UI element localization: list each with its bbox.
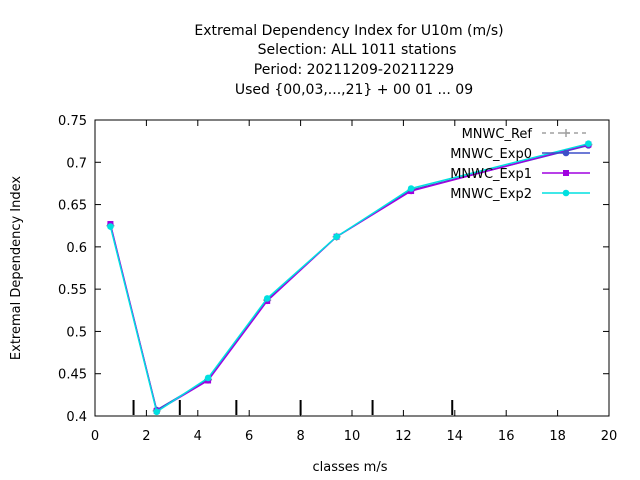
plot-area xyxy=(94,119,610,417)
x-tick-label: 12 xyxy=(395,429,412,444)
legend-marker xyxy=(562,189,570,197)
data-point xyxy=(407,185,415,192)
x-tick-label: 16 xyxy=(498,429,515,444)
series-line xyxy=(109,143,589,413)
y-tick-label: 0.65 xyxy=(58,199,87,214)
data-point xyxy=(585,140,592,147)
x-axis-label: classes m/s xyxy=(313,460,388,475)
x-tick-label: 20 xyxy=(601,429,618,444)
series-MNWC_Exp0 xyxy=(107,142,592,414)
axes: 0 2 4 6 8 10 12 14 16 18 20 0.4 0.45 0.5 0.55 0.6 0.65 0.… xyxy=(58,114,617,444)
x-tick-label: 8 xyxy=(296,429,304,444)
legend-marker xyxy=(562,129,570,137)
title-line-3: Period: 20211209-20211229 xyxy=(254,62,454,78)
series-group xyxy=(106,140,593,416)
series-line xyxy=(109,143,589,413)
y-tick-label: 0.6 xyxy=(66,241,87,256)
chart-title: Extremal Dependency Index for U10m (m/s)… xyxy=(194,23,503,98)
legend-marker xyxy=(563,170,569,176)
title-line-4: Used {00,03,...,21} + 00 01 ... 09 xyxy=(235,82,473,98)
series-line xyxy=(109,144,589,412)
data-point xyxy=(333,233,340,241)
y-axis-label: Extremal Dependency Index xyxy=(9,176,24,360)
x-tick-label: 2 xyxy=(142,429,150,444)
title-line-2: Selection: ALL 1011 stations xyxy=(258,42,457,58)
y-tick-label: 0.7 xyxy=(66,156,87,171)
class-boundary-marks xyxy=(132,400,454,415)
x-tick-label: 10 xyxy=(344,429,361,444)
title-line-1: Extremal Dependency Index for U10m (m/s) xyxy=(194,23,503,39)
data-point xyxy=(107,223,114,230)
y-tick-label: 0.75 xyxy=(58,114,87,129)
series-line xyxy=(109,142,589,413)
data-point xyxy=(153,408,160,416)
legend-marker xyxy=(562,149,570,157)
y-tick-label: 0.45 xyxy=(58,368,87,383)
x-tick-label: 6 xyxy=(245,429,253,444)
legend-label: MNWC_Exp1 xyxy=(450,167,532,182)
data-point xyxy=(263,295,271,302)
y-tick-label: 0.55 xyxy=(58,283,87,298)
series-MNWC_Exp1 xyxy=(107,141,592,414)
x-tick-label: 4 xyxy=(194,429,202,444)
series-MNWC_Exp2 xyxy=(107,140,592,416)
data-point xyxy=(204,374,212,382)
y-tick-label: 0.4 xyxy=(66,410,87,425)
x-tick-label: 14 xyxy=(447,429,464,444)
y-tick-label: 0.5 xyxy=(66,325,87,340)
legend: MNWC_Ref MNWC_Exp0 MNWC_Exp1 MNWC_Exp2 xyxy=(450,127,590,202)
legend-label: MNWC_Exp0 xyxy=(450,147,532,162)
legend-label: MNWC_Ref xyxy=(462,127,533,142)
legend-label: MNWC_Exp2 xyxy=(450,187,532,202)
x-tick-label: 0 xyxy=(91,429,99,444)
x-tick-label: 18 xyxy=(549,429,566,444)
